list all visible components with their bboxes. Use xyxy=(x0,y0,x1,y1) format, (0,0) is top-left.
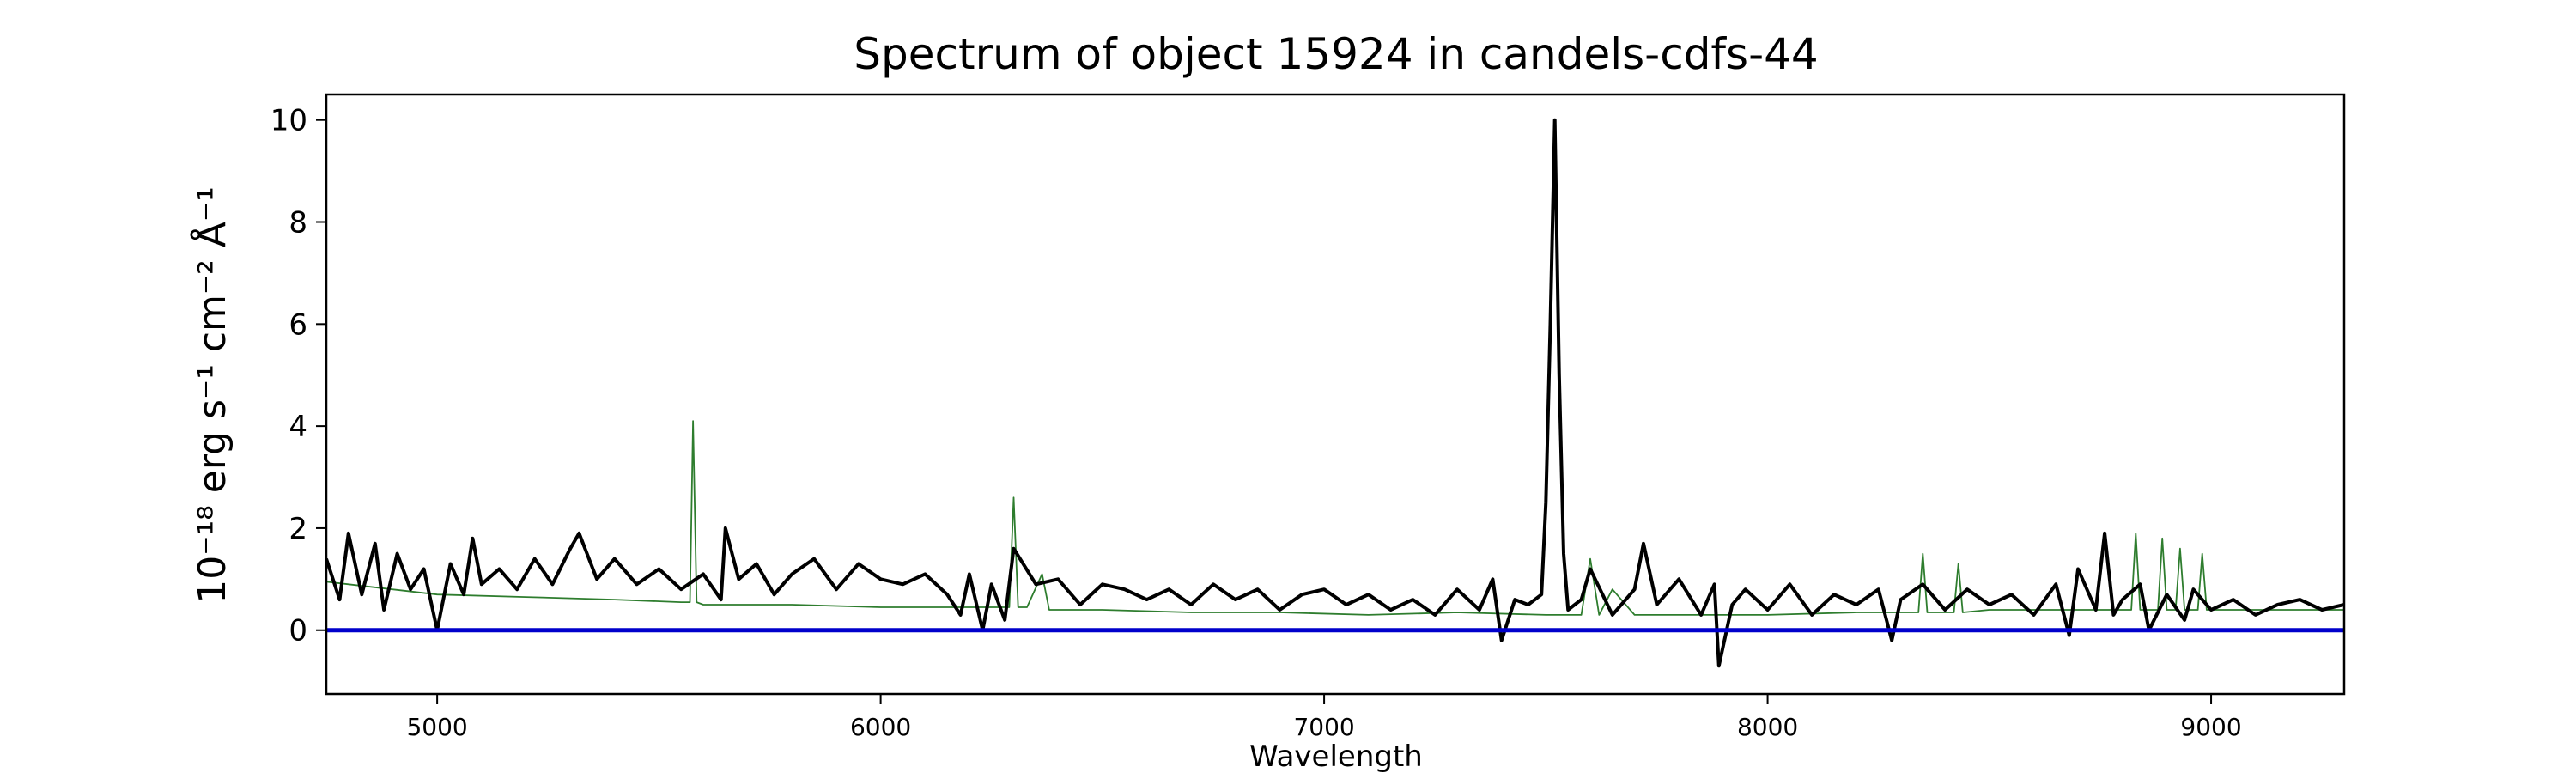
x-tick-label: 9000 xyxy=(2180,713,2241,741)
model-series-line xyxy=(326,420,2344,616)
y-tick-label: 6 xyxy=(289,307,307,342)
flux-series-line xyxy=(326,118,2344,668)
x-tick-label: 5000 xyxy=(406,713,467,741)
x-tick-label: 6000 xyxy=(850,713,911,741)
y-tick-label: 4 xyxy=(289,410,307,444)
x-tick-label: 8000 xyxy=(1737,713,1798,741)
x-axis: 5000 6000 7000 8000 9000 xyxy=(406,694,2242,741)
y-tick-label: 10 xyxy=(270,104,307,138)
y-axis-label: 10⁻¹⁸ erg s⁻¹ cm⁻² Å⁻¹ xyxy=(189,186,234,603)
plot-frame xyxy=(325,93,2346,696)
y-tick-label: 0 xyxy=(289,614,307,648)
y-tick-label: 2 xyxy=(289,512,307,546)
x-tick-label: 7000 xyxy=(1293,713,1354,741)
y-tick-label: 8 xyxy=(289,206,307,240)
x-axis-label: Wavelength xyxy=(1249,740,1423,773)
chart-title: Spectrum of object 15924 in candels-cdfs… xyxy=(854,29,1819,79)
y-axis: 0 2 4 6 8 10 xyxy=(270,104,326,648)
